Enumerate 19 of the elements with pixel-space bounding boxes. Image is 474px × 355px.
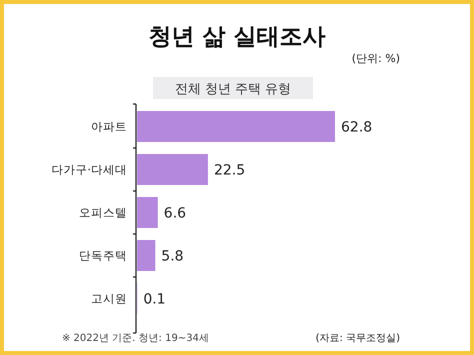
- chart-title: 청년 삶 실태조사: [148, 24, 326, 50]
- annotation: ※ 2022년 기준. 청년: 19~34세: [62, 333, 209, 344]
- y-tick-label: 다가구·다세대: [51, 162, 127, 176]
- data-label: 0.1: [143, 292, 166, 308]
- bar: [137, 197, 158, 228]
- y-tick-label: 오피스텔: [79, 206, 127, 220]
- data-label: 22.5: [214, 162, 246, 178]
- y-tick-label: 아파트: [91, 120, 127, 134]
- chart-subtitle: 전체 청년 주택 유형: [174, 82, 292, 97]
- y-tick-label: 단독주택: [79, 248, 127, 262]
- y-tick-label: 고시원: [91, 292, 127, 306]
- bar: [137, 240, 156, 271]
- data-label: 62.8: [341, 120, 372, 136]
- bar: [137, 111, 335, 142]
- data-label: 5.8: [161, 248, 184, 264]
- data-label: 6.6: [164, 206, 186, 222]
- annotation: (자료: 국무조정실): [316, 333, 400, 344]
- text: (단위: %): [352, 52, 400, 65]
- bar: [137, 154, 208, 185]
